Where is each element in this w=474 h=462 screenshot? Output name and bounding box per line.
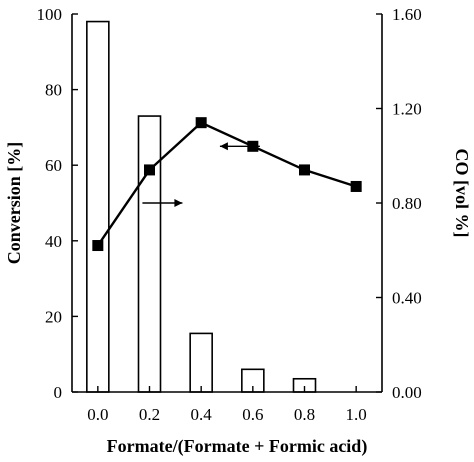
co-marker-0 <box>92 240 104 252</box>
bars-layer <box>86 20 317 393</box>
left-y-axis-label: Conversion [%] <box>4 142 24 265</box>
ticks-layer: 0 20 40 60 80 100 0.00 0.40 0.80 1.20 1.60 0.0 0.2 0.… <box>37 5 422 424</box>
x-tick-label-2: 0.4 <box>191 405 213 424</box>
left-tick-label-0: 0 <box>54 383 63 402</box>
x-axis-label: Formate/(Formate + Formic acid) <box>107 436 368 457</box>
right-tick-label-3: 1.20 <box>392 100 422 119</box>
co-marker-2 <box>195 117 207 129</box>
co-marker-4 <box>299 164 310 176</box>
co-marker-1 <box>144 164 155 176</box>
left-tick-label-3: 60 <box>45 156 62 175</box>
right-tick-label-2: 0.80 <box>392 194 422 213</box>
x-tick-label-3: 0.6 <box>242 405 263 424</box>
x-tick-label-5: 1.0 <box>346 405 367 424</box>
x-tick-label-1: 0.2 <box>139 405 160 424</box>
left-tick-label-1: 20 <box>45 307 62 326</box>
co-line <box>96 121 357 247</box>
right-tick-label-0: 0.00 <box>392 383 422 402</box>
co-marker-5 <box>350 180 362 192</box>
bar-2 <box>189 332 213 393</box>
left-tick-label-2: 40 <box>45 232 62 251</box>
left-tick-label-5: 100 <box>37 5 63 24</box>
bar-1 <box>137 115 162 393</box>
x-tick-label-4: 0.8 <box>294 405 315 424</box>
right-tick-label-1: 0.40 <box>392 289 422 308</box>
annotation-arrow-left <box>219 142 260 151</box>
x-tick-label-0: 0.0 <box>87 405 108 424</box>
bar-0 <box>86 20 110 393</box>
left-tick-label-4: 80 <box>45 81 62 100</box>
annotation-arrow-right <box>142 199 183 207</box>
right-y-axis-label: CO [vol %] <box>452 149 472 238</box>
right-tick-label-4: 1.60 <box>392 5 422 24</box>
annotations-layer <box>142 142 260 207</box>
